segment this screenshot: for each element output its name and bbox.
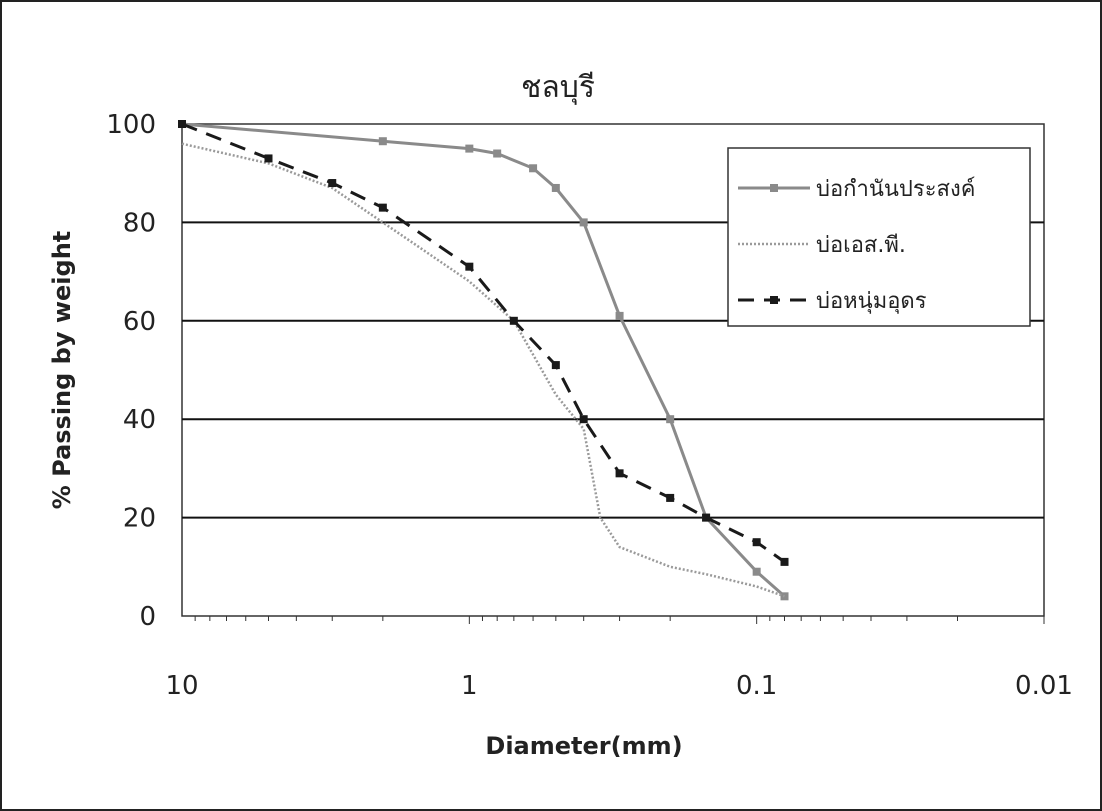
data-point <box>529 164 538 173</box>
data-point <box>178 120 186 128</box>
y-tick-label: 60 <box>123 307 156 337</box>
x-tick-label: 10 <box>165 671 198 701</box>
data-point <box>264 154 273 163</box>
data-point <box>328 179 337 188</box>
data-point <box>551 183 560 192</box>
data-point <box>752 538 761 547</box>
data-point <box>752 567 761 576</box>
legend-label: บ่อเอส.พี. <box>816 233 906 258</box>
legend: บ่อกำนันประสงค์บ่อเอส.พี. บ่อหนุ่มอุดร <box>727 147 1031 327</box>
data-point <box>378 137 387 146</box>
x-tick-label: 1 <box>461 671 478 701</box>
y-tick-label: 40 <box>123 405 156 435</box>
data-point <box>378 203 387 212</box>
legend-marker <box>770 296 778 304</box>
series-line-0 <box>181 122 786 598</box>
data-point <box>493 149 502 158</box>
x-tick-label: 0.01 <box>1015 671 1073 701</box>
y-axis-ticks: 0 20 40 60 80 100 <box>106 110 156 632</box>
data-point <box>509 316 518 325</box>
legend-label: บ่อหนุ่มอุดร <box>816 289 927 314</box>
gridlines <box>182 221 1044 519</box>
data-point <box>615 311 624 320</box>
data-point <box>666 415 675 424</box>
data-point <box>702 513 711 522</box>
y-axis-title: % Passing by weight <box>48 231 76 510</box>
legend-marker <box>770 184 778 192</box>
legend-label: บ่อกำนันประสงค์ <box>816 177 975 202</box>
series-layer <box>178 120 789 601</box>
y-tick-label: 100 <box>106 110 156 140</box>
y-tick-label: 0 <box>139 602 156 632</box>
data-point <box>666 493 675 502</box>
x-axis-ticks: 10 1 0.1 0.01 <box>165 616 1073 701</box>
chart-title: ชลบุรี <box>521 70 595 106</box>
data-point <box>579 218 588 227</box>
legend-box <box>727 147 1031 327</box>
y-tick-label: 20 <box>123 504 156 534</box>
data-point <box>579 415 588 424</box>
data-point <box>780 557 789 566</box>
data-point <box>551 361 560 370</box>
x-tick-label: 0.1 <box>736 671 777 701</box>
data-point <box>465 144 474 153</box>
data-point <box>465 262 474 271</box>
data-point <box>780 592 789 601</box>
data-point <box>615 469 624 478</box>
x-axis-title: Diameter(mm) <box>485 732 682 760</box>
series-line-1 <box>181 142 785 598</box>
y-tick-label: 80 <box>123 208 156 238</box>
